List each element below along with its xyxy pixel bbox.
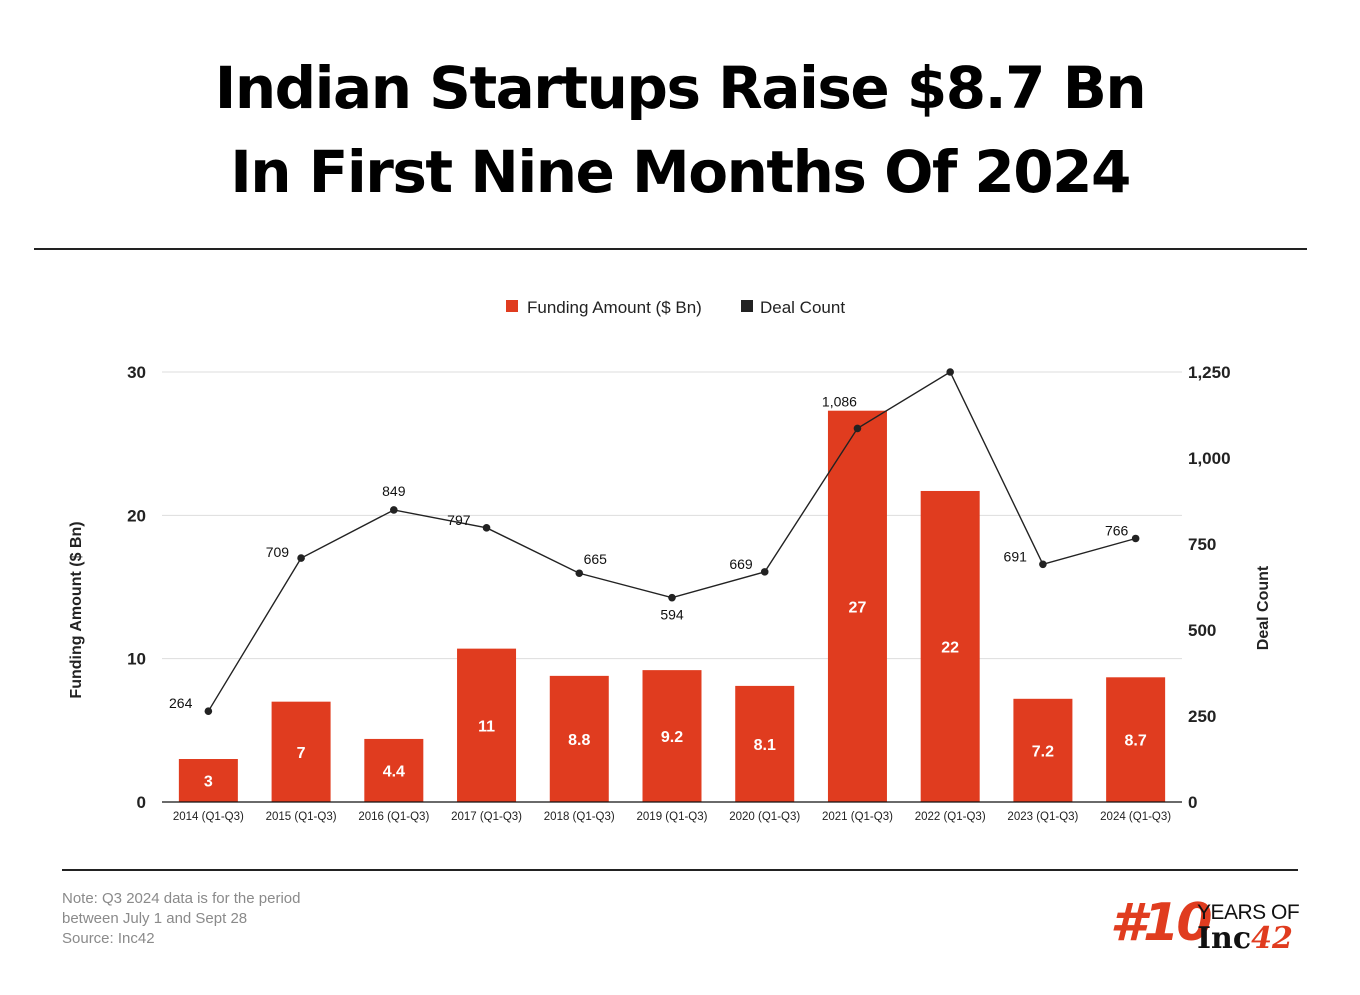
right-tick-label: 750 <box>1188 535 1216 554</box>
bar <box>1106 677 1166 802</box>
bar-data-label: 4.4 <box>383 763 405 780</box>
deal-count-point <box>204 707 213 715</box>
bar-data-label: 8.7 <box>1125 733 1147 750</box>
logo-brand-number: 42 <box>1251 921 1293 956</box>
right-tick-label: 1,250 <box>1188 363 1231 382</box>
bar-data-label: 3 <box>204 774 213 791</box>
bar <box>271 701 331 802</box>
bar-data-label: 7.2 <box>1032 743 1054 760</box>
deal-count-point <box>1131 534 1140 543</box>
bar-data-label: 11 <box>478 718 495 735</box>
x-tick-label: 2018 (Q1-Q3) <box>544 811 615 823</box>
deal-count-line: 264 709 849 797 665 594 669 1,086 691 766 <box>169 368 1140 715</box>
bar <box>735 685 795 802</box>
x-tick-label: 2019 (Q1-Q3) <box>637 811 708 823</box>
left-tick-label: 20 <box>127 506 146 525</box>
bar-data-label: 27 <box>849 599 867 616</box>
left-tick-label: 0 <box>137 793 146 812</box>
legend: Funding Amount ($ Bn) Deal Count <box>506 298 845 317</box>
bar-data-label: 8.1 <box>754 737 776 754</box>
legend-label-funding: Funding Amount ($ Bn) <box>527 298 702 317</box>
axes: 0 10 20 30 0 250 500 750 1,000 1,250 2014 (Q1-Q3) 2… <box>68 363 1272 823</box>
deal-count-point <box>1039 560 1047 569</box>
bar <box>642 670 702 802</box>
x-tick-label: 2022 (Q1-Q3) <box>915 811 986 823</box>
right-tick-label: 0 <box>1188 793 1197 812</box>
bar <box>827 410 887 802</box>
deal-count-point <box>297 554 305 562</box>
bar-data-label: 9.2 <box>661 729 683 746</box>
logo-brand-text: Inc <box>1197 921 1252 956</box>
bars: 3 7 4.4 11 8.8 9.2 8.1 27 22 7.2 8.7 <box>178 410 1166 802</box>
logo-brand: Inc42 <box>1197 921 1293 956</box>
left-tick-label: 30 <box>127 363 146 382</box>
x-tick-label: 2024 (Q1-Q3) <box>1100 811 1171 823</box>
source-text: Source: Inc42 <box>62 930 155 947</box>
note-line-1: Note: Q3 2024 data is for the period <box>62 890 301 907</box>
deal-count-point <box>575 569 584 578</box>
x-tick-label: 2016 (Q1-Q3) <box>358 811 429 823</box>
x-tick-label: 2017 (Q1-Q3) <box>451 811 522 823</box>
legend-swatch-deal-count <box>741 300 753 312</box>
bar-data-label: 22 <box>941 639 959 656</box>
deal-count-data-label: 797 <box>447 512 471 528</box>
top-divider <box>34 248 1307 250</box>
logo-years-of: YEARS OF <box>1197 901 1300 924</box>
deal-count-data-label: 264 <box>169 695 193 711</box>
bar-data-label: 7 <box>297 745 306 762</box>
chart-title-line-2: In First Nine Months Of 2024 <box>230 138 1131 206</box>
deal-count-data-label: 766 <box>1105 522 1129 538</box>
bar <box>920 490 980 802</box>
inc42-logo: #10 YEARS OF Inc42 <box>1110 893 1300 957</box>
deal-count-point <box>760 568 769 576</box>
x-tick-label: 2020 (Q1-Q3) <box>729 811 800 823</box>
deal-count-point <box>390 506 398 514</box>
x-tick-label: 2014 (Q1-Q3) <box>173 811 244 823</box>
legend-label-deal-count: Deal Count <box>760 298 845 317</box>
deal-count-data-label: 849 <box>382 483 406 499</box>
x-tick-label: 2023 (Q1-Q3) <box>1007 811 1078 823</box>
note-line-2: between July 1 and Sept 28 <box>62 910 248 927</box>
deal-count-data-label: 669 <box>729 556 753 572</box>
left-axis-title: Funding Amount ($ Bn) <box>68 521 85 698</box>
deal-count-data-label: 665 <box>584 551 608 567</box>
bar <box>364 738 424 802</box>
deal-count-point <box>482 524 491 532</box>
right-tick-label: 500 <box>1188 621 1216 640</box>
right-axis-title: Deal Count <box>1255 565 1272 650</box>
bar <box>549 675 609 802</box>
deal-count-polyline <box>207 371 1136 712</box>
x-tick-label: 2015 (Q1-Q3) <box>266 811 337 823</box>
chart-title-line-1: Indian Startups Raise $8.7 Bn <box>214 54 1147 122</box>
bar <box>178 759 238 802</box>
gridlines <box>162 371 1182 660</box>
legend-swatch-funding <box>506 300 518 312</box>
bar <box>1013 698 1073 802</box>
deal-count-point <box>668 593 676 602</box>
combo-chart: Funding Amount ($ Bn) Deal Count 3 7 4.4 11… <box>68 298 1272 823</box>
deal-count-data-label: 691 <box>1004 548 1028 564</box>
deal-count-point <box>946 368 954 376</box>
bar-data-label: 8.8 <box>568 732 590 749</box>
deal-count-point <box>853 424 862 433</box>
x-tick-label: 2021 (Q1-Q3) <box>822 811 893 823</box>
right-tick-label: 250 <box>1188 707 1216 726</box>
bottom-divider <box>62 869 1298 871</box>
bar <box>457 648 517 802</box>
deal-count-data-label: 1,086 <box>822 393 857 409</box>
logo-hash-10: #10 <box>1110 893 1213 953</box>
deal-count-data-label: 709 <box>266 544 290 560</box>
left-tick-label: 10 <box>127 650 146 669</box>
deal-count-data-label: 594 <box>660 607 684 623</box>
right-tick-label: 1,000 <box>1188 449 1231 468</box>
